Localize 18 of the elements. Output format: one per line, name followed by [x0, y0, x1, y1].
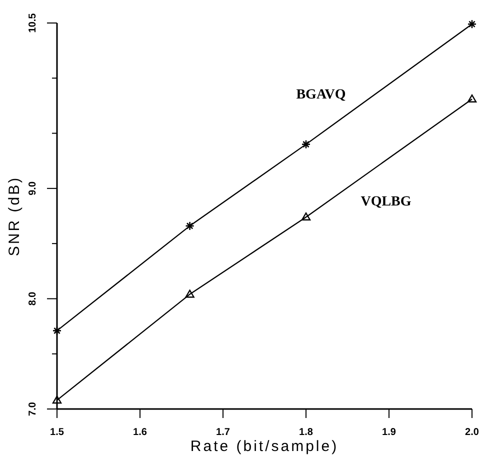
x-tick-label: 1.7 [216, 427, 230, 438]
x-tick-label: 1.8 [299, 427, 314, 438]
x-tick-label: 2.0 [465, 427, 480, 438]
y-tick-label: 7.0 [28, 402, 39, 416]
point [467, 94, 477, 102]
y-tick-label: 9.0 [28, 181, 39, 196]
y-tick-label: 8.0 [28, 291, 39, 306]
series-label: BGAVQ [296, 88, 346, 103]
point [301, 212, 311, 221]
y-tick-label: 10.5 [28, 12, 39, 33]
point [185, 290, 194, 298]
x-axis-title: Rate (bit/sample) [190, 438, 339, 455]
x-tick-label: 1.9 [382, 427, 396, 438]
point [52, 396, 62, 404]
y-axis-title: SNR (dB) [6, 176, 23, 256]
x-tick-label: 1.5 [50, 427, 64, 438]
x-tick-label: 1.6 [133, 427, 148, 438]
series-label: VQLBG [360, 194, 412, 210]
